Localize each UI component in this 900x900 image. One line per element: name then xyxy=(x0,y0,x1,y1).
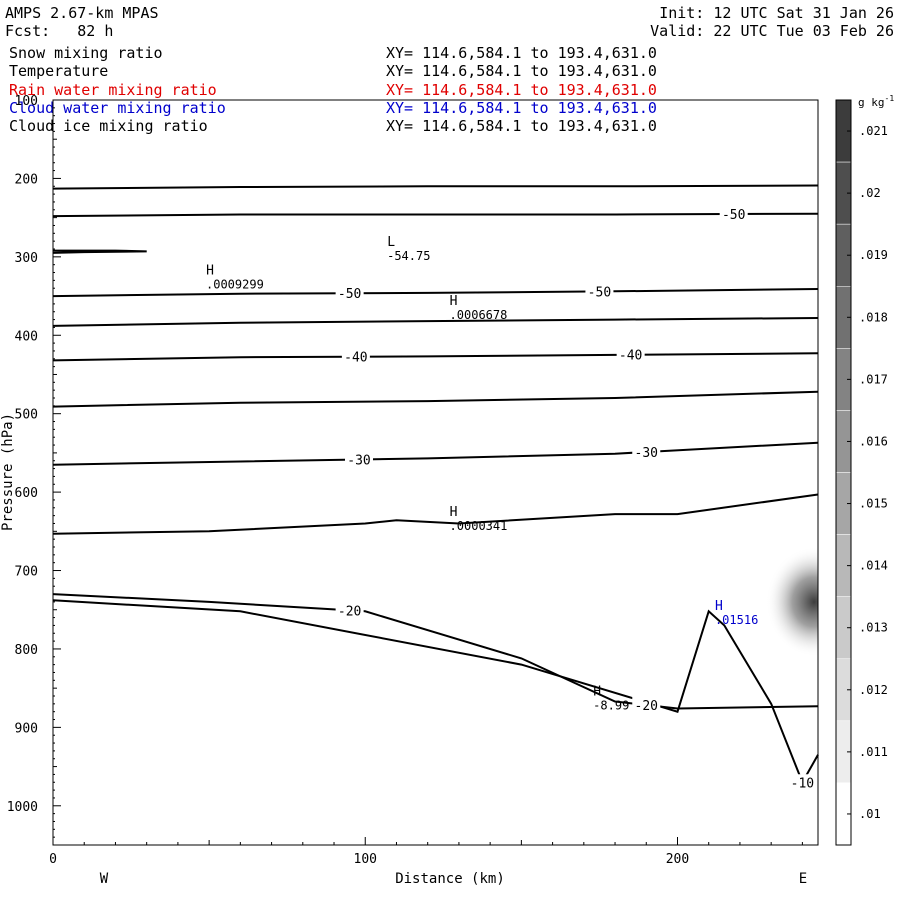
extremum-value: -8.99 xyxy=(593,699,629,713)
y-tick-label: 800 xyxy=(15,643,38,658)
contour-label: -20 xyxy=(338,604,361,619)
extremum-marker: H xyxy=(593,685,601,700)
x-tick-label: 100 xyxy=(354,852,377,867)
temperature-contour xyxy=(52,493,819,535)
extremum-marker: H xyxy=(450,294,458,309)
colorbar-tick-label: .021 xyxy=(859,124,888,138)
y-tick-label: 300 xyxy=(15,251,38,266)
y-tick-label: 600 xyxy=(15,486,38,501)
contour-label-bg xyxy=(335,602,364,618)
contour-label: -20 xyxy=(635,699,658,714)
contour-label-bg xyxy=(585,283,614,299)
y-tick-label: 500 xyxy=(15,408,38,423)
contour-label-bg xyxy=(341,348,370,364)
extremum-value: .0006678 xyxy=(450,308,508,322)
colorbar-tick-label: .015 xyxy=(859,497,888,511)
temperature-contour xyxy=(52,593,819,710)
colorbar-tick-label: .011 xyxy=(859,745,888,759)
extremum-value: .0000341 xyxy=(450,519,508,533)
contour-label-bg xyxy=(345,451,373,467)
contour-label: -40 xyxy=(344,351,367,366)
temperature-contour xyxy=(52,317,819,327)
y-tick-label: 700 xyxy=(15,565,38,580)
contour-label: -50 xyxy=(722,208,745,223)
contour-label: -30 xyxy=(635,446,658,461)
east-label: E xyxy=(799,871,807,887)
colorbar-tick-label: .01 xyxy=(859,807,881,821)
extremum-marker: L xyxy=(387,235,395,250)
contour-label-bg xyxy=(788,774,817,790)
contour-label: -30 xyxy=(347,454,370,469)
x-tick-label: 200 xyxy=(666,852,689,867)
field-name: Cloud ice mixing ratio xyxy=(9,117,208,136)
colorbar-tick-label: .016 xyxy=(859,434,888,448)
field-name: Rain water mixing ratio xyxy=(9,80,217,99)
field-name: Cloud water mixing ratio xyxy=(9,98,226,117)
valid-time: Valid: 22 UTC Tue 03 Feb 26 xyxy=(650,22,894,40)
colorbar-tick-label: .02 xyxy=(859,186,881,200)
colorbar-tick-label: .019 xyxy=(859,248,888,262)
y-axis-label: Pressure (hPa) xyxy=(0,413,16,531)
contour-label-bg xyxy=(616,346,645,362)
y-tick-label: 400 xyxy=(15,329,38,344)
temperature-contour xyxy=(52,249,147,254)
forecast-hour: Fcst: 82 h xyxy=(5,22,114,40)
contour-label-bg xyxy=(719,206,748,222)
contour-label-bg xyxy=(335,285,364,301)
snow-mixing-ratio-shading xyxy=(766,546,818,657)
contour-label: -50 xyxy=(338,287,361,302)
x-tick-label: 0 xyxy=(49,852,57,867)
temperature-contour xyxy=(52,390,819,408)
temperature-contour xyxy=(52,288,819,298)
colorbar-unit-exponent: -1 xyxy=(885,94,895,103)
temperature-contour xyxy=(52,599,819,785)
y-tick-label: 200 xyxy=(15,172,38,187)
contour-label: -50 xyxy=(588,285,611,300)
plot-frame xyxy=(52,99,819,846)
extremum-value: -54.75 xyxy=(387,249,430,263)
west-label: W xyxy=(100,871,109,887)
colorbar-tick-label: .012 xyxy=(859,683,888,697)
contour-label-bg xyxy=(632,443,661,459)
extremum-marker: H xyxy=(715,599,723,614)
field-xy-range: XY= 114.6,584.1 to 193.4,631.0 xyxy=(386,117,657,136)
field-name: Snow mixing ratio xyxy=(9,44,163,62)
contour-label: -10 xyxy=(791,776,814,791)
init-time: Init: 12 UTC Sat 31 Jan 26 xyxy=(659,4,894,22)
model-title: AMPS 2.67-km MPAS xyxy=(5,4,159,22)
extremum-value: .01516 xyxy=(715,613,758,627)
y-tick-label: 100 xyxy=(15,94,38,109)
colorbar-tick-label: .013 xyxy=(859,621,888,635)
colorbar-unit: g kg-1 xyxy=(858,94,894,109)
temperature-contour xyxy=(52,441,819,466)
temperature-contour xyxy=(52,212,819,218)
extremum-marker: H xyxy=(450,505,458,520)
colorbar-tick-label: .018 xyxy=(859,310,888,324)
contour-label-bg xyxy=(632,697,661,713)
field-xy-range: XY= 114.6,584.1 to 193.4,631.0 xyxy=(386,98,657,117)
colorbar-tick-label: .014 xyxy=(859,559,888,573)
y-tick-label: 1000 xyxy=(7,800,38,815)
field-name: Temperature xyxy=(9,62,109,81)
temperature-contour xyxy=(52,184,819,190)
colorbar-tick-label: .017 xyxy=(859,372,888,386)
contour-label: -40 xyxy=(619,349,642,364)
temperature-contour xyxy=(52,352,819,362)
field-xy-range: XY= 114.6,584.1 to 193.4,631.0 xyxy=(386,44,657,62)
colorbar-frame xyxy=(835,99,852,846)
y-tick-label: 900 xyxy=(15,721,38,736)
field-xy-range: XY= 114.6,584.1 to 193.4,631.0 xyxy=(386,62,657,81)
extremum-value: .0009299 xyxy=(206,277,264,291)
extremum-marker: H xyxy=(206,263,214,278)
field-xy-range: XY= 114.6,584.1 to 193.4,631.0 xyxy=(386,80,657,99)
x-axis-label: Distance (km) xyxy=(395,871,505,887)
